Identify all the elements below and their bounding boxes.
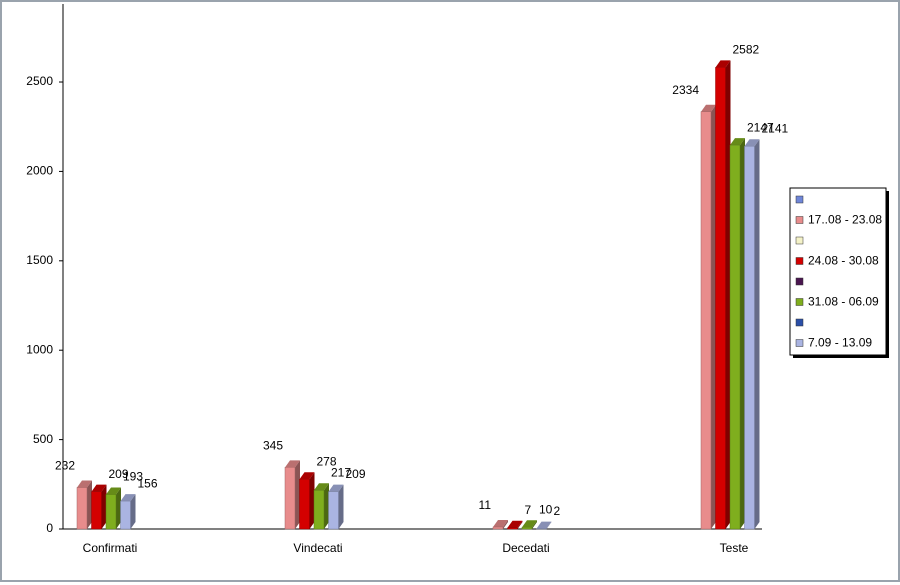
legend-label: 24.08 - 30.08 [808,254,879,268]
bar [730,145,740,529]
legend-marker-extra [796,319,803,326]
y-tick-label: 1500 [26,253,53,267]
bar [300,479,310,529]
value-label: 2141 [762,121,789,135]
value-label: 7 [525,503,532,517]
bar-side [755,139,760,529]
legend-marker [796,217,803,224]
y-tick-label: 2500 [26,74,53,88]
bar [701,112,711,529]
bar [314,490,324,529]
bar [77,488,87,529]
value-label: 232 [55,459,75,473]
bar [508,528,518,529]
legend-label: 17..08 - 23.08 [808,213,882,227]
value-label: 2582 [733,43,760,57]
legend-marker [796,258,803,265]
y-tick-label: 0 [46,521,53,535]
legend-marker-extra [796,237,803,244]
x-tick-label: Confirmati [83,541,138,555]
bar [121,501,131,529]
value-label: 10 [539,502,553,516]
value-label: 209 [346,467,366,481]
value-label: 345 [263,438,283,452]
y-tick-label: 500 [33,432,53,446]
legend-marker-extra [796,278,803,285]
bar-side [339,485,344,529]
legend-marker-extra [796,196,803,203]
legend-label: 31.08 - 06.09 [808,295,879,309]
legend-label: 7.09 - 13.09 [808,336,872,350]
value-label: 2 [554,504,561,518]
x-tick-label: Vindecati [293,541,342,555]
legend-marker [796,299,803,306]
bar [92,492,102,529]
bar [493,527,503,529]
x-tick-label: Teste [720,541,749,555]
value-label: 156 [138,476,158,490]
bar [106,494,116,529]
bar [522,527,532,529]
y-tick-label: 1000 [26,342,53,356]
value-label: 2334 [672,83,699,97]
x-tick-label: Decedati [502,541,549,555]
legend-marker [796,340,803,347]
value-label: 11 [479,498,492,512]
bar [716,67,726,529]
y-tick-label: 2000 [26,164,53,178]
bar [745,146,755,529]
bar [329,492,339,529]
bar [285,467,295,529]
